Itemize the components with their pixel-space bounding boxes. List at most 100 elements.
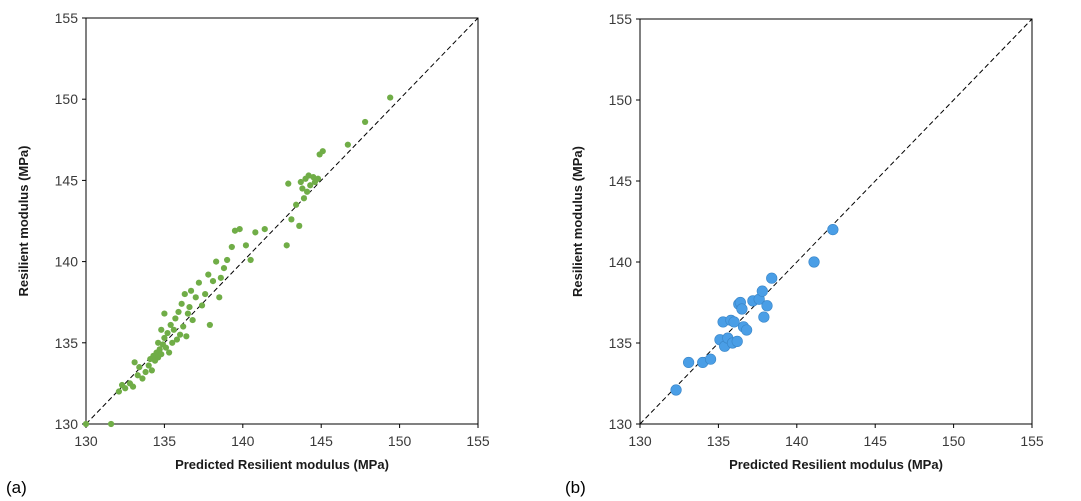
data-point bbox=[122, 385, 129, 392]
data-point bbox=[202, 290, 209, 298]
data-point bbox=[761, 300, 773, 312]
data-point bbox=[176, 331, 184, 338]
y-tick-label: 140 bbox=[609, 254, 633, 270]
data-point bbox=[169, 339, 176, 346]
data-point bbox=[156, 346, 163, 353]
data-point bbox=[82, 420, 90, 428]
x-tick-label: 145 bbox=[310, 433, 334, 449]
data-point bbox=[187, 287, 195, 294]
data-point bbox=[148, 367, 155, 374]
data-point bbox=[252, 229, 259, 236]
y-tick-label: 135 bbox=[609, 335, 633, 351]
data-point bbox=[220, 264, 228, 272]
data-point bbox=[192, 294, 199, 301]
x-tick-label: 140 bbox=[785, 433, 809, 449]
y-tick-label: 135 bbox=[55, 335, 79, 351]
y-tick-label: 150 bbox=[609, 92, 633, 108]
data-point bbox=[296, 222, 303, 229]
data-point bbox=[166, 349, 173, 356]
data-point bbox=[305, 172, 312, 179]
data-point bbox=[178, 300, 185, 307]
data-point bbox=[155, 339, 162, 346]
x-tick-label: 130 bbox=[628, 433, 652, 449]
data-point bbox=[136, 364, 143, 371]
data-point bbox=[261, 226, 268, 233]
data-point bbox=[310, 174, 317, 181]
data-point bbox=[181, 290, 188, 298]
data-point bbox=[107, 420, 115, 428]
data-point bbox=[175, 308, 182, 316]
data-point bbox=[205, 271, 212, 278]
data-point bbox=[741, 324, 753, 336]
data-point bbox=[209, 277, 217, 285]
data-point bbox=[145, 362, 152, 369]
data-point bbox=[217, 274, 224, 281]
x-tick-label: 155 bbox=[466, 433, 490, 449]
data-point bbox=[236, 226, 243, 233]
data-point bbox=[758, 311, 770, 323]
y-tick-label: 130 bbox=[609, 416, 633, 432]
y-tick-label: 155 bbox=[55, 10, 79, 26]
y-tick-label: 145 bbox=[55, 172, 79, 188]
data-point bbox=[297, 178, 304, 186]
data-point bbox=[139, 375, 146, 382]
data-point bbox=[131, 359, 138, 366]
data-point bbox=[683, 356, 695, 369]
x-tick-label: 145 bbox=[864, 433, 888, 449]
data-point bbox=[300, 195, 308, 202]
data-point bbox=[184, 310, 192, 317]
y-tick-label: 140 bbox=[55, 254, 79, 270]
x-tick-label: 150 bbox=[388, 433, 412, 449]
data-point bbox=[704, 353, 717, 365]
data-point bbox=[728, 316, 740, 328]
data-point bbox=[173, 336, 181, 343]
data-point bbox=[283, 242, 290, 249]
data-point bbox=[247, 256, 254, 264]
data-point bbox=[213, 258, 220, 265]
data-point bbox=[307, 182, 314, 189]
data-point bbox=[314, 175, 322, 182]
data-point bbox=[115, 388, 123, 395]
data-point bbox=[161, 334, 168, 342]
data-point bbox=[129, 383, 137, 390]
reference-line bbox=[85, 17, 479, 425]
data-point bbox=[186, 303, 193, 311]
data-point bbox=[766, 272, 778, 284]
data-point bbox=[731, 335, 743, 347]
x-tick-label: 155 bbox=[1020, 433, 1044, 449]
data-point bbox=[180, 323, 187, 330]
y-tick-label: 150 bbox=[55, 91, 79, 107]
data-point bbox=[756, 285, 768, 297]
x-tick-label: 135 bbox=[707, 433, 731, 449]
panel-label: (a) bbox=[6, 478, 27, 497]
data-point bbox=[827, 224, 839, 236]
data-point bbox=[172, 315, 179, 322]
data-point bbox=[224, 256, 231, 264]
y-tick-label: 145 bbox=[609, 173, 633, 189]
data-point bbox=[808, 256, 820, 268]
data-point bbox=[228, 243, 235, 251]
y-tick-label: 155 bbox=[609, 11, 633, 27]
x-tick-label: 130 bbox=[74, 433, 98, 449]
data-point bbox=[293, 201, 300, 208]
data-point bbox=[216, 294, 223, 301]
data-point bbox=[167, 321, 174, 329]
x-axis-title: Predicted Resilient modulus (MPa) bbox=[175, 457, 389, 472]
data-point bbox=[242, 242, 250, 249]
data-point bbox=[206, 321, 213, 329]
data-point bbox=[161, 310, 168, 317]
data-point bbox=[183, 333, 190, 340]
x-tick-label: 150 bbox=[942, 433, 966, 449]
data-point bbox=[285, 180, 292, 187]
data-point bbox=[299, 185, 306, 192]
reference-line bbox=[639, 18, 1033, 425]
data-point bbox=[142, 368, 149, 376]
data-point bbox=[387, 94, 394, 101]
y-axis-title: Resilient modulus (MPa) bbox=[570, 146, 585, 297]
data-point bbox=[303, 188, 311, 195]
data-point bbox=[736, 303, 748, 315]
data-point bbox=[231, 227, 239, 234]
data-point bbox=[198, 302, 206, 309]
